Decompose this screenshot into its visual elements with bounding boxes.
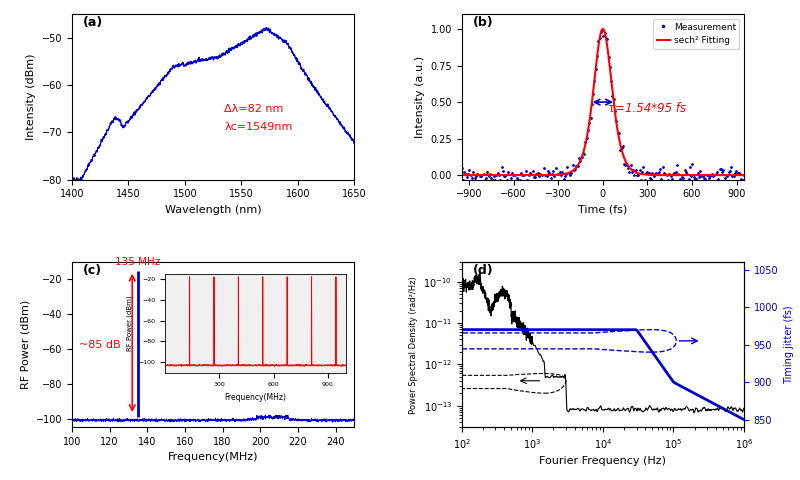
X-axis label: Time (fs): Time (fs) [578,205,627,215]
Y-axis label: RF Power (dBm): RF Power (dBm) [20,300,30,389]
sech² Fitting [490,172,500,178]
Measurement [707,171,717,177]
Measurement [698,173,707,179]
Measurement [457,166,466,171]
sech² Fitting [587,96,597,101]
Y-axis label: Intensity (a.u.): Intensity (a.u.) [414,56,425,138]
Text: 135 MHz: 135 MHz [115,257,161,267]
Measurement [535,171,545,177]
Text: (b): (b) [473,16,494,29]
Line: Measurement: Measurement [460,28,746,184]
sech² Fitting [577,155,586,161]
Measurement [598,27,607,33]
Text: (a): (a) [83,16,103,29]
sech² Fitting [598,26,607,32]
sech² Fitting [739,172,749,178]
Measurement [474,180,483,185]
Measurement [739,172,749,178]
Y-axis label: Power Spectral Density (rad²/Hz): Power Spectral Density (rad²/Hz) [409,276,418,413]
Y-axis label: Intensity (dBm): Intensity (dBm) [26,54,36,140]
sech² Fitting [478,172,488,178]
Text: Δλ=82 nm: Δλ=82 nm [225,104,284,113]
X-axis label: Fourier Frequency (Hz): Fourier Frequency (Hz) [539,456,666,466]
Y-axis label: Timing jitter (fs): Timing jitter (fs) [784,305,794,384]
sech² Fitting [618,150,627,156]
Measurement [541,172,550,178]
X-axis label: Wavelength (nm): Wavelength (nm) [165,205,262,215]
Text: (c): (c) [83,264,102,276]
Text: (d): (d) [473,264,494,276]
Line: sech² Fitting: sech² Fitting [462,29,744,175]
Text: τ=1.54*95 fs: τ=1.54*95 fs [609,102,686,115]
Legend: Measurement, sech² Fitting: Measurement, sech² Fitting [653,19,739,48]
Measurement [712,169,722,175]
Measurement [610,108,620,114]
sech² Fitting [582,132,592,138]
sech² Fitting [457,172,466,178]
X-axis label: Frequency(MHz): Frequency(MHz) [168,453,258,462]
Text: λc=1549nm: λc=1549nm [225,122,293,132]
Text: ~85 dB: ~85 dB [79,340,121,349]
